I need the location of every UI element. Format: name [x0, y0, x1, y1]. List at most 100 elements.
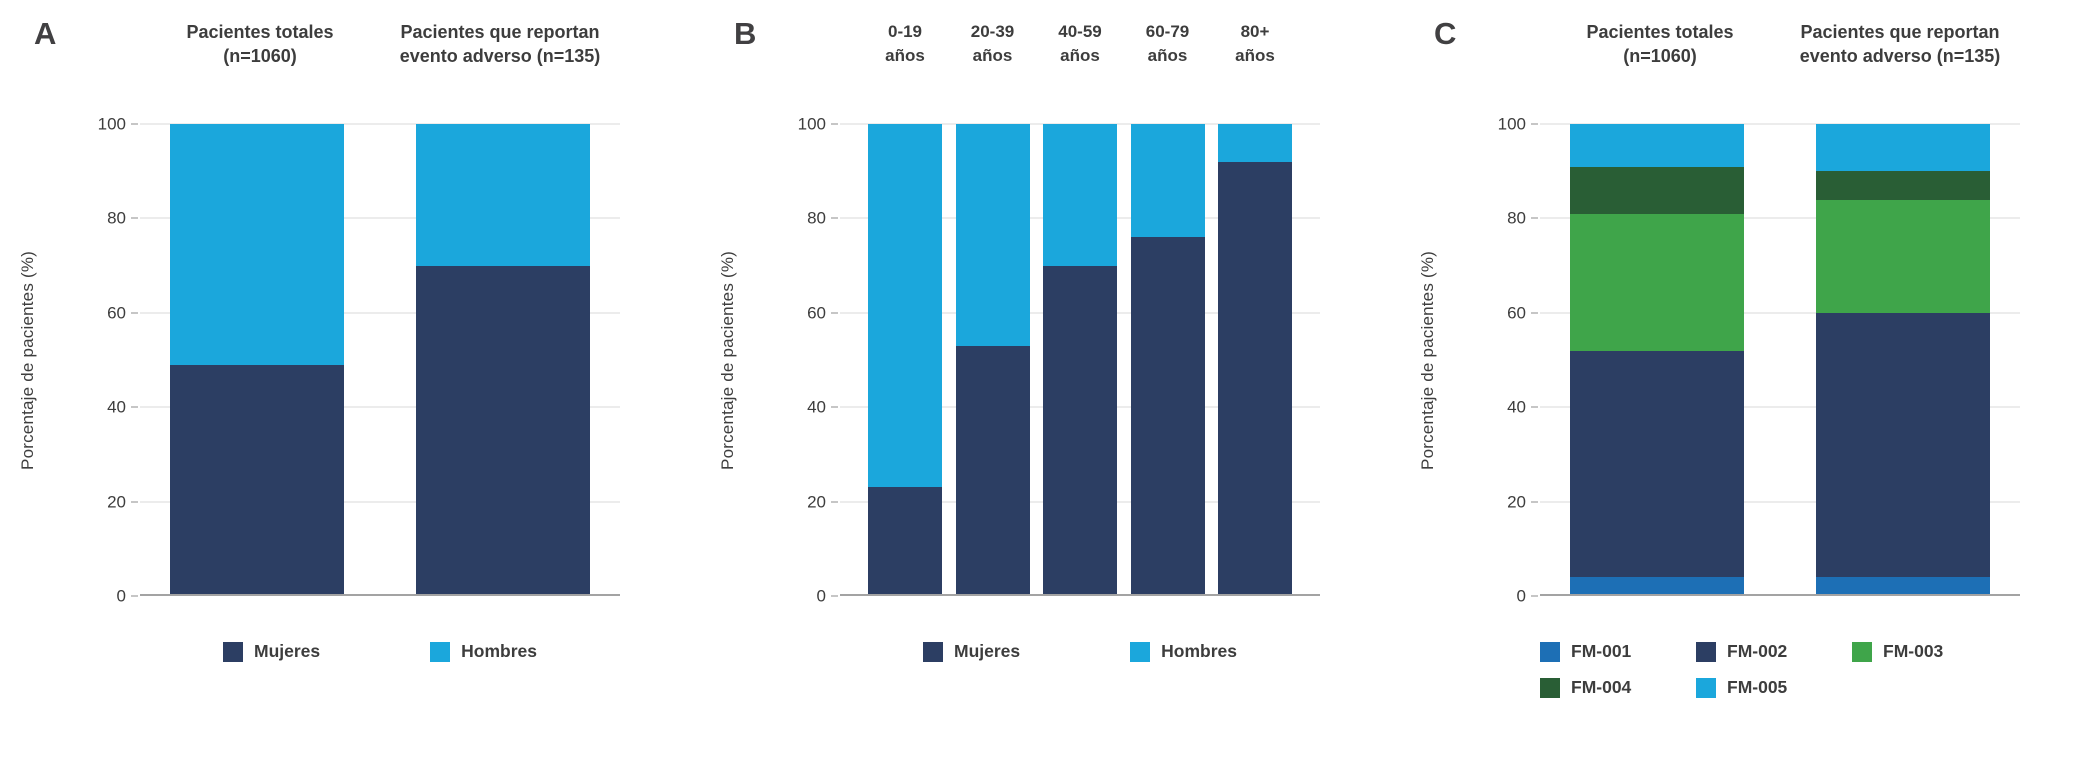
bar-segment-hombres — [1218, 124, 1292, 162]
y-tick-mark — [131, 500, 138, 503]
category-label: Pacientes totales (n=1060) — [186, 22, 334, 66]
legend-swatch — [1696, 678, 1716, 698]
gridline-100 — [1540, 123, 2020, 125]
y-tick-label: 40 — [1507, 397, 1526, 417]
y-tick-label: 20 — [807, 492, 826, 512]
category-labels: Pacientes totales (n=1060) Pacientes que … — [1540, 20, 2020, 68]
y-tick-mark — [831, 311, 838, 314]
y-tick-label: 80 — [807, 208, 826, 228]
gridline-80 — [140, 217, 620, 219]
y-tick-label: 100 — [797, 114, 826, 134]
legend-swatch — [430, 642, 451, 662]
plot-row: Porcentaje de pacientes (%) 0 20 40 60 80 100 — [1400, 116, 2100, 605]
category-label: Pacientes totales (n=1060) — [1586, 22, 1734, 66]
legend-item: FM-002 — [1696, 642, 1852, 662]
legend-label: FM-003 — [1883, 641, 1944, 662]
y-tick-label: 40 — [807, 397, 826, 417]
bar-segment-fm-002 — [1570, 350, 1744, 578]
y-tick-mark — [131, 217, 138, 220]
y-tick-mark — [131, 406, 138, 409]
bar-segment-mujeres — [1043, 265, 1117, 596]
bar-segment-fm-005 — [1570, 124, 1744, 167]
legend-label: FM-001 — [1571, 641, 1632, 662]
bar-segment-mujeres — [1130, 237, 1205, 596]
bar-segment-fm-005 — [1816, 124, 1990, 172]
y-tick-label: 80 — [107, 208, 126, 228]
legend-label: Hombres — [461, 641, 537, 662]
y-tick-mark — [131, 311, 138, 314]
stacked-bar — [416, 124, 590, 596]
legend-label: Mujeres — [954, 641, 1021, 662]
y-tick-mark — [1531, 500, 1538, 503]
bars — [1540, 124, 2020, 596]
y-tick-label: 80 — [1507, 208, 1526, 228]
y-tick-label: 20 — [1507, 492, 1526, 512]
legend-label: FM-002 — [1727, 641, 1788, 662]
legend: FM-001 FM-002 FM-003 FM-004 FM-005 — [1540, 642, 2020, 698]
y-tick-label: 60 — [807, 303, 826, 323]
legend-item: Hombres — [1130, 642, 1237, 662]
bar-segment-fm-003 — [1570, 213, 1744, 351]
y-tick-mark — [1531, 595, 1538, 597]
legend-swatch — [1130, 642, 1151, 662]
legend-swatch — [1852, 642, 1872, 662]
legend-item: Hombres — [430, 642, 537, 662]
category-label: Pacientes que reportan evento adverso (n… — [1799, 22, 2001, 66]
plot-row: Porcentaje de pacientes (%) 0 20 40 60 80 100 — [700, 116, 1400, 605]
panel-letter-B: B — [734, 16, 757, 51]
panel-A: A Pacientes totales (n=1060) Pacientes que… — [0, 0, 700, 765]
plot-area: 0 20 40 60 80 100 — [798, 116, 1320, 605]
gridline-100 — [140, 123, 620, 125]
bar-segment-hombres — [1043, 124, 1117, 266]
bar-segment-mujeres — [955, 345, 1030, 596]
y-tick-label: 60 — [107, 303, 126, 323]
legend-label: Mujeres — [254, 641, 321, 662]
panel-B: B 0-19 años 20-39 años 40-59 años 60-79 años… — [700, 0, 1400, 765]
y-axis-title: Porcentaje de pacientes (%) — [0, 124, 56, 596]
y-tick-mark — [1531, 406, 1538, 409]
legend-swatch — [1540, 678, 1560, 698]
legend-swatch — [1696, 642, 1716, 662]
bar-segment-fm-003 — [1816, 199, 1990, 313]
legend: Mujeres Hombres — [140, 642, 620, 662]
category-label: 0-19 años — [885, 22, 925, 65]
stacked-bar — [868, 124, 942, 596]
y-tick-label: 0 — [1516, 586, 1526, 606]
stacked-bar — [1218, 124, 1292, 596]
x-axis-line — [840, 594, 1320, 596]
y-axis-title: Porcentaje de pacientes (%) — [1400, 124, 1456, 596]
legend-item: FM-004 — [1540, 678, 1696, 698]
gridline-60 — [140, 312, 620, 314]
y-tick-mark — [831, 406, 838, 409]
gridline-80 — [1540, 217, 2020, 219]
legend-label: FM-004 — [1571, 677, 1632, 698]
plot-area: 0 20 40 60 80 100 — [1498, 116, 2020, 605]
plot-area: 0 20 40 60 80 100 — [98, 116, 620, 605]
y-tick-mark — [831, 595, 838, 597]
y-tick-mark — [1531, 217, 1538, 220]
y-tick-label: 0 — [816, 586, 826, 606]
y-tick-label: 0 — [116, 586, 126, 606]
stacked-bar — [955, 124, 1030, 596]
legend-item: FM-005 — [1696, 678, 1852, 698]
panel-letter-A: A — [34, 16, 57, 51]
y-tick-mark — [831, 123, 838, 125]
stacked-bar — [170, 124, 344, 596]
bar-segment-fm-001 — [1570, 577, 1744, 596]
legend-swatch — [1540, 642, 1560, 662]
legend-item: Mujeres — [223, 642, 320, 662]
y-tick-mark — [831, 500, 838, 503]
gridline-40 — [1540, 406, 2020, 408]
category-label: 80+ años — [1235, 22, 1275, 65]
category-label: Pacientes que reportan evento adverso (n… — [399, 22, 601, 66]
y-tick-label: 100 — [1497, 114, 1526, 134]
stacked-bar — [1043, 124, 1117, 596]
legend-item: FM-001 — [1540, 642, 1696, 662]
plot-row: Porcentaje de pacientes (%) 0 20 40 60 80 100 — [0, 116, 700, 605]
bar-segment-mujeres — [1218, 161, 1292, 596]
y-axis-title-text: Porcentaje de pacientes (%) — [1418, 250, 1437, 470]
y-tick-label: 20 — [107, 492, 126, 512]
x-axis-line — [1540, 594, 2020, 596]
bar-segment-fm-004 — [1570, 166, 1744, 214]
